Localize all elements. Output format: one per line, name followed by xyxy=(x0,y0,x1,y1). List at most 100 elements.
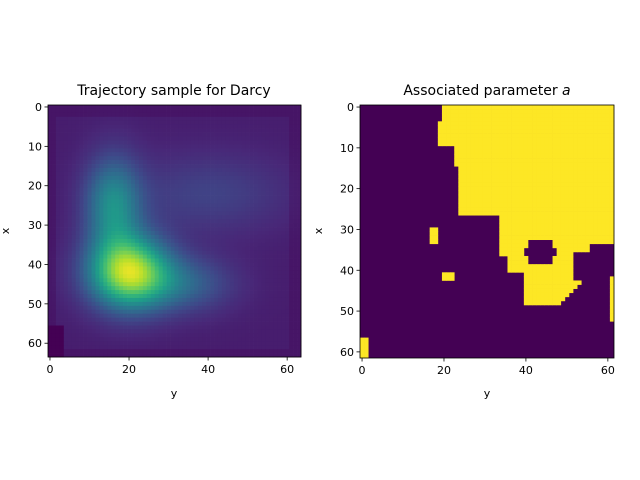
heatmap-cell xyxy=(150,171,156,177)
heatmap-cell xyxy=(581,170,586,175)
heatmap-cell xyxy=(487,170,492,175)
heatmap-cell xyxy=(499,109,504,114)
heatmap-cell xyxy=(214,258,219,263)
heatmap-cell xyxy=(536,149,541,155)
heatmap-cell xyxy=(265,270,270,275)
heatmap-cell xyxy=(568,133,574,138)
heatmap-cell xyxy=(281,282,286,287)
heatmap-cell xyxy=(491,121,496,126)
heatmap-cell xyxy=(138,160,144,165)
heatmap-cell xyxy=(166,333,171,338)
heatmap-cell xyxy=(154,234,160,240)
heatmap-cell xyxy=(245,219,250,224)
heatmap-cell xyxy=(462,141,467,147)
heatmap-cell xyxy=(221,242,227,248)
heatmap-cell xyxy=(446,141,451,147)
heatmap-cell xyxy=(107,246,112,252)
heatmap-cell xyxy=(134,171,140,177)
heatmap-cell xyxy=(214,286,219,291)
heatmap-cell xyxy=(91,215,96,220)
heatmap-cell xyxy=(527,141,533,147)
heatmap-cell xyxy=(99,305,104,311)
heatmap-cell xyxy=(59,266,65,271)
heatmap-cell xyxy=(261,120,266,126)
heatmap-cell xyxy=(111,290,116,295)
heatmap-cell xyxy=(552,121,557,126)
heatmap-cell xyxy=(206,297,211,303)
heatmap-cell xyxy=(198,156,203,161)
heatmap-cell xyxy=(51,219,57,224)
heatmap-cell xyxy=(466,141,471,147)
heatmap-cell xyxy=(229,258,235,263)
heatmap-cell xyxy=(221,179,227,185)
heatmap-cell xyxy=(75,278,80,283)
heatmap-cell xyxy=(297,207,302,212)
heatmap-cell xyxy=(55,262,61,267)
heatmap-cell xyxy=(134,132,140,137)
heatmap-cell xyxy=(277,278,282,283)
heatmap-cell xyxy=(556,121,562,126)
heatmap-cell xyxy=(119,313,124,318)
heatmap-cell xyxy=(150,254,156,259)
heatmap-cell xyxy=(202,124,207,129)
heatmap-cell xyxy=(158,301,163,307)
heatmap-cell xyxy=(225,199,231,204)
heatmap-cell xyxy=(146,152,152,157)
heatmap-cell xyxy=(99,215,104,220)
heatmap-cell xyxy=(221,337,227,342)
heatmap-cell xyxy=(166,183,171,189)
heatmap-cell xyxy=(257,270,262,275)
heatmap-cell xyxy=(59,234,65,240)
heatmap-cell xyxy=(581,178,586,183)
heatmap-cell xyxy=(83,191,88,196)
heatmap-cell xyxy=(214,152,219,157)
heatmap-cell xyxy=(63,254,69,259)
heatmap-cell xyxy=(462,109,467,114)
heatmap-cell xyxy=(217,120,223,126)
heatmap-cell xyxy=(134,227,140,232)
heatmap-cell xyxy=(536,129,541,134)
heatmap-cell xyxy=(462,133,467,138)
heatmap-cell xyxy=(597,129,603,134)
heatmap-cell xyxy=(253,203,258,208)
heatmap-cell xyxy=(79,349,84,354)
heatmap-cell xyxy=(503,133,508,138)
heatmap-cell xyxy=(237,341,243,346)
heatmap-cell xyxy=(564,170,570,175)
heatmap-cell xyxy=(265,246,270,252)
heatmap-cell xyxy=(544,186,549,192)
heatmap-cell xyxy=(150,297,156,303)
heatmap-cell xyxy=(519,113,525,118)
heatmap-cell xyxy=(103,325,108,330)
heatmap-cell xyxy=(67,290,73,295)
heatmap-cell xyxy=(87,234,92,240)
heatmap-cell xyxy=(233,238,239,244)
heatmap-cell xyxy=(437,129,443,134)
heatmap-cell xyxy=(95,116,100,122)
heatmap-cell xyxy=(568,153,574,159)
heatmap-cell xyxy=(103,254,108,259)
heatmap-cell xyxy=(55,301,61,307)
heatmap-cell xyxy=(99,325,104,330)
heatmap-cell xyxy=(194,309,199,315)
heatmap-cell xyxy=(158,250,163,255)
heatmap-cell xyxy=(511,178,517,183)
heatmap-cell xyxy=(293,317,298,322)
heatmap-cell xyxy=(67,171,73,177)
heatmap-cell xyxy=(560,125,566,130)
heatmap-cell xyxy=(515,105,521,110)
heatmap-cell xyxy=(174,301,179,307)
heatmap-cell xyxy=(87,333,92,338)
heatmap-cell xyxy=(111,254,116,259)
heatmap-cell xyxy=(495,178,500,183)
heatmap-cell xyxy=(217,156,223,161)
heatmap-cell xyxy=(277,187,282,192)
heatmap-cell xyxy=(103,227,108,232)
heatmap-cell xyxy=(91,219,96,224)
heatmap-cell xyxy=(166,270,171,275)
heatmap-cell xyxy=(91,234,96,240)
heatmap-cell xyxy=(142,207,148,212)
heatmap-cell xyxy=(269,329,274,334)
heatmap-cell xyxy=(198,286,203,291)
heatmap-cell xyxy=(51,297,57,303)
